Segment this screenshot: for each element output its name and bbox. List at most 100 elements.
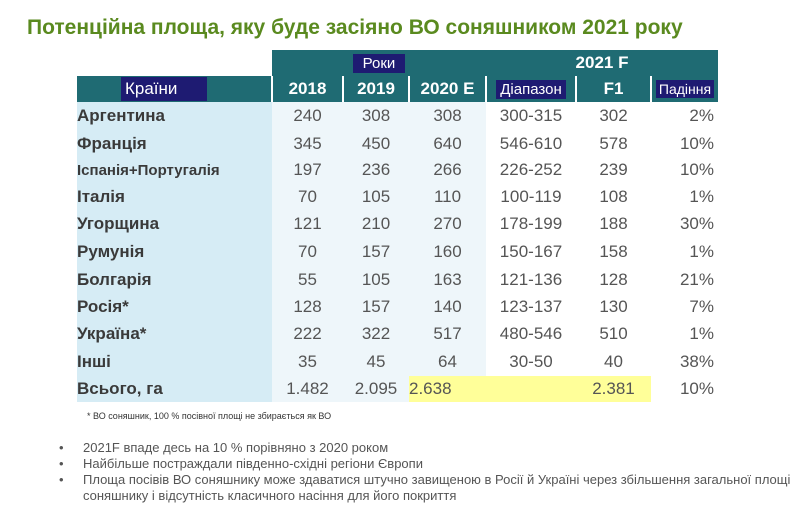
cell-fall: 1% — [651, 238, 718, 266]
cell-y2018: 70 — [272, 183, 343, 210]
column-header-fall: Падіння — [650, 76, 718, 102]
table-row: Іспанія+Португалія 197 236 266 226-252 239 10% — [77, 157, 718, 183]
cell-y2020: 140 — [409, 293, 486, 320]
cell-y2018: 222 — [272, 320, 343, 348]
header-row-columns: Країни 2018 2019 2020 E Діапазон F1 Паді… — [77, 76, 718, 102]
years-group-header: Роки — [272, 50, 486, 76]
table-row: Аргентина 240 308 308 300-315 302 2% — [77, 102, 718, 130]
cell-f1: 108 — [576, 183, 651, 210]
total-cell-fall: 10% — [651, 376, 718, 402]
country-cell: Італія — [77, 183, 272, 210]
total-row: Всього, га 1.482 2.095 2.638 2.381 10% — [77, 376, 718, 402]
country-cell: Росія* — [77, 293, 272, 320]
bullet-item: 2021F впаде десь на 10 % порівняно з 202… — [55, 440, 795, 456]
cell-y2018: 128 — [272, 293, 343, 320]
sunflower-area-table: Роки 2021 F Країни 2018 2019 2020 E Діап… — [77, 50, 718, 402]
cell-fall: 10% — [651, 157, 718, 183]
total-cell-y2019: 2.095 — [343, 376, 409, 402]
cell-f1: 510 — [576, 320, 651, 348]
total-cell-y2018: 1.482 — [272, 376, 343, 402]
cell-fall: 30% — [651, 210, 718, 238]
cell-y2018: 121 — [272, 210, 343, 238]
table-row: Франція 345 450 640 546-610 578 10% — [77, 130, 718, 157]
cell-f1: 188 — [576, 210, 651, 238]
total-cell-y2020: 2.638 — [409, 376, 486, 402]
cell-y2019: 210 — [343, 210, 409, 238]
cell-y2019: 308 — [343, 102, 409, 130]
cell-f1: 578 — [576, 130, 651, 157]
cell-fall: 10% — [651, 130, 718, 157]
column-header-range: Діапазон — [485, 76, 576, 102]
cell-range: 100-119 — [486, 183, 576, 210]
bullet-item: Найбільше постраждали південно-східні ре… — [55, 456, 795, 472]
table-row: Болгарія 55 105 163 121-136 128 21% — [77, 266, 718, 293]
country-cell: Україна* — [77, 320, 272, 348]
cell-range: 480-546 — [486, 320, 576, 348]
cell-y2020: 270 — [409, 210, 486, 238]
cell-y2018: 70 — [272, 238, 343, 266]
country-cell: Інші — [77, 348, 272, 376]
cell-y2018: 55 — [272, 266, 343, 293]
country-cell: Угорщина — [77, 210, 272, 238]
cell-y2019: 322 — [343, 320, 409, 348]
table-row: Росія* 128 157 140 123-137 130 7% — [77, 293, 718, 320]
cell-y2019: 157 — [343, 238, 409, 266]
cell-y2019: 105 — [343, 183, 409, 210]
cell-range: 30-50 — [486, 348, 576, 376]
bullet-item: Площа посівів ВО соняшнику може здаватис… — [55, 472, 795, 504]
cell-y2020: 110 — [409, 183, 486, 210]
forecast-group-header: 2021 F — [486, 50, 718, 76]
column-header-2020: 2020 E — [408, 76, 486, 102]
cell-range: 300-315 — [486, 102, 576, 130]
cell-f1: 158 — [576, 238, 651, 266]
cell-y2020: 308 — [409, 102, 486, 130]
table-row: Угорщина 121 210 270 178-199 188 30% — [77, 210, 718, 238]
cell-y2019: 157 — [343, 293, 409, 320]
cell-f1: 239 — [576, 157, 651, 183]
cell-f1: 128 — [576, 266, 651, 293]
cell-y2019: 105 — [343, 266, 409, 293]
cell-y2020: 640 — [409, 130, 486, 157]
country-cell: Іспанія+Португалія — [77, 157, 272, 183]
total-label: Всього, га — [77, 376, 272, 402]
cell-range: 121-136 — [486, 266, 576, 293]
table-row: Інші 35 45 64 30-50 40 38% — [77, 348, 718, 376]
cell-f1: 130 — [576, 293, 651, 320]
cell-fall: 21% — [651, 266, 718, 293]
table-row: Італія 70 105 110 100-119 108 1% — [77, 183, 718, 210]
page-title: Потенційна площа, яку буде засіяно ВО со… — [27, 16, 683, 39]
cell-fall: 1% — [651, 320, 718, 348]
cell-range: 123-137 — [486, 293, 576, 320]
cell-fall: 2% — [651, 102, 718, 130]
header-row-groups: Роки 2021 F — [77, 50, 718, 76]
cell-fall: 38% — [651, 348, 718, 376]
cell-f1: 302 — [576, 102, 651, 130]
cell-y2019: 236 — [343, 157, 409, 183]
cell-y2020: 160 — [409, 238, 486, 266]
cell-y2018: 35 — [272, 348, 343, 376]
table-row: Україна* 222 322 517 480-546 510 1% — [77, 320, 718, 348]
cell-fall: 7% — [651, 293, 718, 320]
column-header-f1: F1 — [575, 76, 651, 102]
cell-y2020: 163 — [409, 266, 486, 293]
bullet-list: 2021F впаде десь на 10 % порівняно з 202… — [55, 440, 795, 504]
cell-y2020: 266 — [409, 157, 486, 183]
cell-y2020: 64 — [409, 348, 486, 376]
cell-range: 546-610 — [486, 130, 576, 157]
cell-range: 150-167 — [486, 238, 576, 266]
cell-y2019: 45 — [343, 348, 409, 376]
table-row: Румунія 70 157 160 150-167 158 1% — [77, 238, 718, 266]
cell-range: 178-199 — [486, 210, 576, 238]
cell-y2018: 240 — [272, 102, 343, 130]
footnote: * ВО соняшник, 100 % посівної площі не з… — [87, 411, 332, 421]
cell-y2020: 517 — [409, 320, 486, 348]
cell-y2019: 450 — [343, 130, 409, 157]
country-cell: Аргентина — [77, 102, 272, 130]
column-header-2019: 2019 — [342, 76, 409, 102]
cell-range: 226-252 — [486, 157, 576, 183]
country-cell: Болгарія — [77, 266, 272, 293]
cell-f1: 40 — [576, 348, 651, 376]
cell-y2018: 345 — [272, 130, 343, 157]
cell-fall: 1% — [651, 183, 718, 210]
column-header-2018: 2018 — [271, 76, 343, 102]
